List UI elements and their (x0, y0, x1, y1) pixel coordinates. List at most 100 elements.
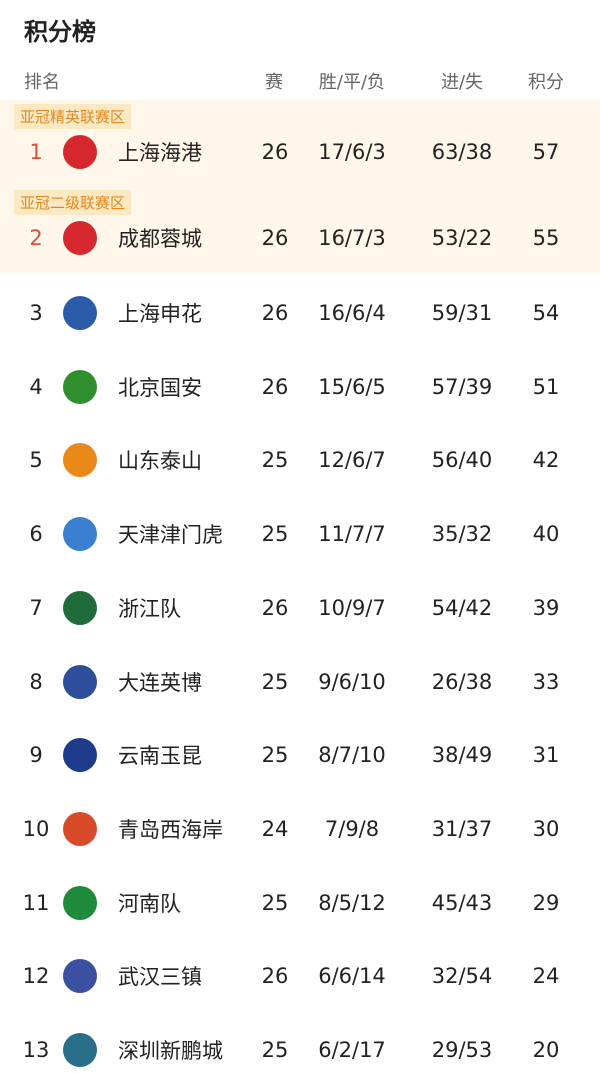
stat: 38/49 (431, 743, 493, 767)
stat: 33 (532, 670, 560, 694)
team-name: 山东泰山 (118, 449, 202, 473)
stat: 56/40 (431, 448, 493, 472)
stat: 26 (261, 140, 289, 164)
rank: 5 (29, 448, 43, 472)
stat: 40 (532, 522, 560, 546)
stat: 25 (261, 670, 289, 694)
stat: 25 (261, 891, 289, 915)
stat: 7/9/8 (324, 817, 380, 841)
team-logo (63, 1033, 97, 1067)
team-name: 大连英博 (118, 671, 202, 695)
rank: 13 (22, 1038, 50, 1062)
rank: 2 (29, 226, 43, 250)
stat: 30 (532, 817, 560, 841)
stat: 26 (261, 301, 289, 325)
rank: 6 (29, 522, 43, 546)
stat: 63/38 (431, 140, 493, 164)
stat: 26 (261, 226, 289, 250)
team-name: 河南队 (118, 892, 181, 916)
stat: 51 (532, 375, 560, 399)
team-name: 上海申花 (118, 302, 202, 326)
column-header: 赛 (265, 72, 283, 93)
stat: 54/42 (431, 596, 493, 620)
stat: 45/43 (431, 891, 493, 915)
rank: 12 (22, 964, 50, 988)
team-logo (63, 443, 97, 477)
team-logo (63, 135, 97, 169)
team-logo (63, 812, 97, 846)
stat: 57/39 (431, 375, 493, 399)
stat: 8/5/12 (318, 891, 386, 915)
stat: 16/6/4 (318, 301, 386, 325)
team-name: 天津津门虎 (118, 523, 223, 547)
zone-label: 亚冠二级联赛区 (14, 190, 132, 215)
stat: 11/7/7 (318, 522, 386, 546)
stat: 25 (261, 1038, 289, 1062)
rank: 9 (29, 743, 43, 767)
title: 积分榜 (24, 18, 96, 46)
stat: 29/53 (431, 1038, 493, 1062)
stat: 26/38 (431, 670, 493, 694)
team-logo (63, 517, 97, 551)
stat: 17/6/3 (318, 140, 386, 164)
rank: 11 (22, 891, 50, 915)
stat: 12/6/7 (318, 448, 386, 472)
stat: 6/6/14 (318, 964, 386, 988)
stat: 25 (261, 522, 289, 546)
stat: 53/22 (431, 226, 493, 250)
rank: 8 (29, 670, 43, 694)
rank: 10 (22, 817, 50, 841)
stat: 29 (532, 891, 560, 915)
column-header: 胜/平/负 (318, 72, 386, 93)
rank: 1 (29, 140, 43, 164)
team-logo (63, 370, 97, 404)
stat: 16/7/3 (318, 226, 386, 250)
stat: 15/6/5 (318, 375, 386, 399)
team-logo (63, 591, 97, 625)
stat: 8/7/10 (318, 743, 386, 767)
stat: 24 (261, 817, 289, 841)
stat: 35/32 (431, 522, 493, 546)
stat: 31 (532, 743, 560, 767)
column-header: 进/失 (440, 72, 484, 93)
stat: 31/37 (431, 817, 493, 841)
team-name: 上海海港 (118, 141, 202, 165)
stat: 6/2/17 (318, 1038, 386, 1062)
stat: 9/6/10 (318, 670, 386, 694)
stat: 26 (261, 596, 289, 620)
team-name: 云南玉昆 (118, 744, 202, 768)
team-name: 成都蓉城 (118, 227, 202, 251)
stat: 39 (532, 596, 560, 620)
team-logo (63, 221, 97, 255)
team-name: 浙江队 (118, 597, 181, 621)
stat: 42 (532, 448, 560, 472)
stat: 55 (532, 226, 560, 250)
team-name: 武汉三镇 (118, 965, 202, 989)
team-logo (63, 738, 97, 772)
team-name: 深圳新鹏城 (118, 1039, 223, 1063)
stat: 20 (532, 1038, 560, 1062)
rank: 7 (29, 596, 43, 620)
team-logo (63, 959, 97, 993)
team-logo (63, 886, 97, 920)
column-header: 积分 (528, 72, 564, 93)
rank: 4 (29, 375, 43, 399)
team-name: 北京国安 (118, 376, 202, 400)
rank: 3 (29, 301, 43, 325)
stat: 24 (532, 964, 560, 988)
stat: 25 (261, 743, 289, 767)
stat: 26 (261, 375, 289, 399)
team-name: 青岛西海岸 (118, 818, 223, 842)
stat: 25 (261, 448, 289, 472)
stat: 59/31 (431, 301, 493, 325)
team-logo (63, 296, 97, 330)
stat: 10/9/7 (318, 596, 386, 620)
stat: 26 (261, 964, 289, 988)
stat: 32/54 (431, 964, 493, 988)
zone-label: 亚冠精英联赛区 (14, 104, 132, 129)
column-header: 排名 (24, 72, 60, 93)
stat: 54 (532, 301, 560, 325)
team-logo (63, 665, 97, 699)
stat: 57 (532, 140, 560, 164)
